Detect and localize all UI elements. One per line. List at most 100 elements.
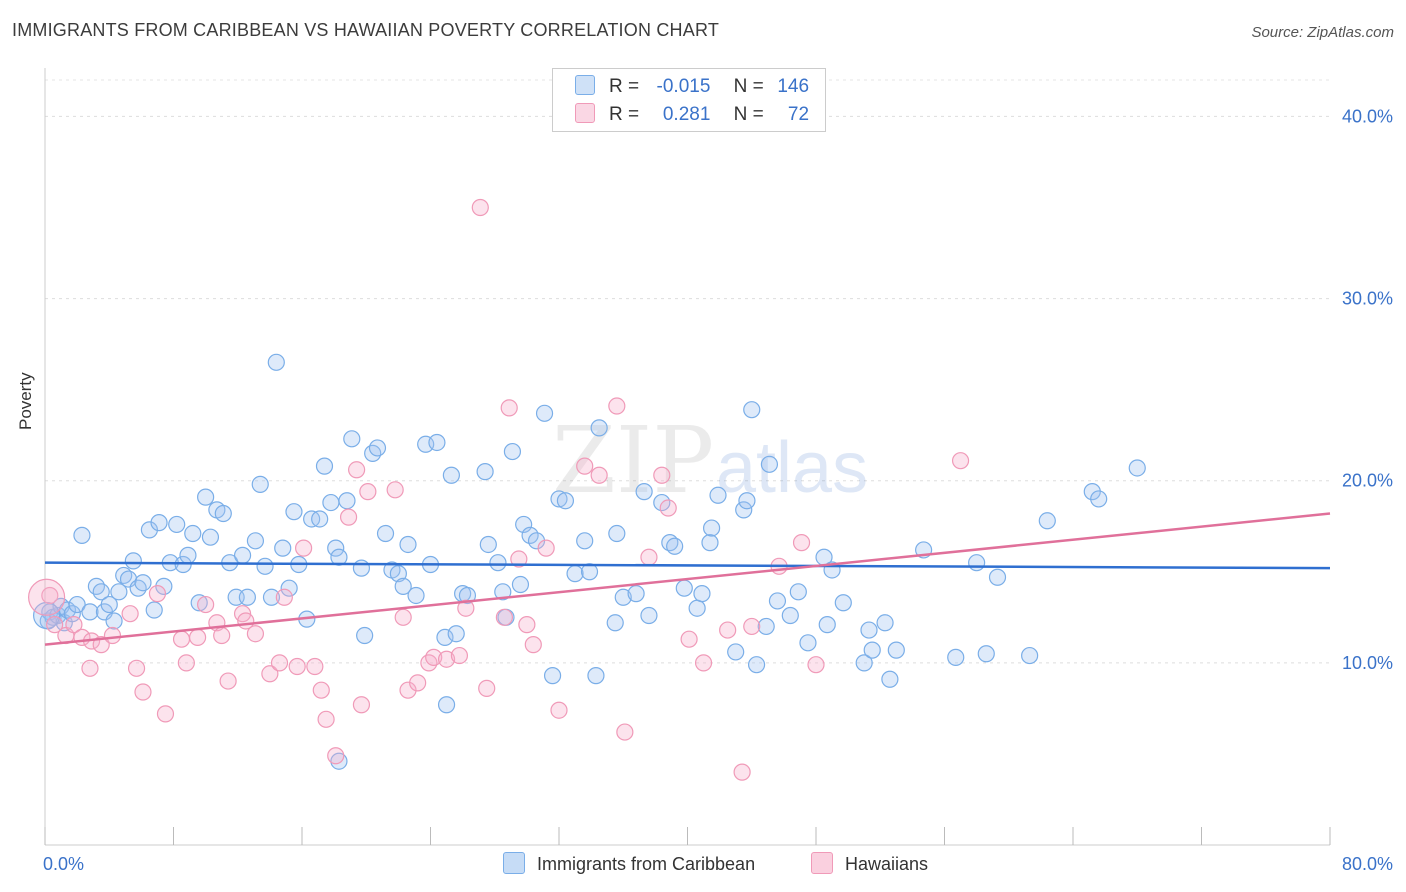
data-point — [436, 628, 454, 646]
data-point — [92, 583, 110, 601]
data-point — [550, 490, 568, 508]
data-point — [727, 643, 745, 661]
data-point — [251, 475, 269, 493]
data-point — [127, 659, 146, 677]
data-point — [855, 654, 873, 672]
data-point — [105, 612, 123, 630]
data-point — [145, 601, 163, 619]
legend-n-value: 146 — [777, 76, 810, 97]
data-point — [659, 499, 677, 517]
data-point — [376, 524, 395, 543]
data-point — [197, 488, 215, 506]
data-point — [709, 486, 727, 504]
watermark-atlas: atlas — [716, 428, 868, 508]
data-point — [190, 594, 208, 612]
data-point — [352, 696, 371, 714]
data-point — [327, 747, 345, 765]
data-point — [510, 550, 528, 568]
data-point — [694, 654, 713, 672]
data-point — [450, 646, 469, 665]
data-point — [471, 198, 489, 217]
data-point — [1038, 512, 1056, 530]
data-point — [201, 528, 220, 546]
y-tick-label: 10.0% — [1342, 653, 1393, 673]
data-point — [285, 503, 303, 521]
trend-lines — [44, 512, 1331, 646]
data-point — [675, 579, 693, 597]
legend-r-value: 0.281 — [662, 104, 711, 125]
y-tick-label: 30.0% — [1342, 289, 1393, 309]
data-point — [566, 565, 584, 583]
data-point — [41, 586, 59, 605]
data-point — [968, 554, 986, 572]
data-point — [246, 532, 265, 550]
y-axis-label: Poverty — [16, 372, 35, 430]
data-point — [792, 534, 811, 552]
data-point — [356, 626, 374, 645]
data-point — [420, 654, 438, 672]
bottom-legend-swatch-hawaiians — [811, 852, 833, 874]
data-point — [197, 595, 215, 614]
source-label: Source: ZipAtlas.com — [1251, 24, 1394, 41]
data-point — [407, 586, 425, 605]
data-point — [275, 588, 293, 606]
data-point — [389, 565, 407, 583]
x-tick-label: 80.0% — [1342, 854, 1393, 874]
data-point — [322, 493, 340, 512]
data-point — [457, 599, 475, 617]
legend-swatch-caribbean — [575, 75, 595, 95]
data-point — [312, 681, 330, 699]
data-point — [494, 583, 512, 601]
data-point — [148, 585, 167, 603]
data-point — [425, 648, 443, 666]
data-point — [701, 534, 719, 552]
data-point — [688, 599, 706, 617]
data-point — [743, 617, 761, 636]
data-point — [640, 548, 658, 566]
data-point — [246, 625, 265, 643]
data-point — [156, 705, 175, 723]
data-point — [233, 546, 252, 564]
axes — [44, 68, 1331, 846]
data-point — [386, 481, 404, 499]
legend-n-value: 72 — [787, 104, 810, 125]
data-point — [262, 588, 281, 606]
correlation-legend: R = -0.015 N = 146 R = 0.281 N = 72 — [552, 68, 826, 132]
data-point — [121, 605, 139, 623]
data-point — [364, 444, 382, 462]
data-point — [881, 670, 899, 688]
data-point — [524, 636, 542, 654]
data-point — [640, 606, 658, 625]
data-point — [437, 696, 456, 714]
data-point — [590, 466, 608, 484]
data-point — [428, 433, 446, 452]
data-point — [110, 583, 128, 601]
data-point — [518, 616, 536, 634]
data-point — [733, 763, 751, 781]
bottom-legend-label-hawaiians: Hawaiians — [845, 854, 929, 874]
data-point — [719, 621, 737, 639]
data-point — [46, 616, 64, 634]
data-point — [781, 606, 799, 625]
data-point — [1021, 646, 1039, 665]
data-point — [339, 508, 358, 526]
data-point — [489, 554, 507, 572]
trend-line-0 — [44, 561, 1331, 570]
data-point — [295, 539, 313, 557]
data-point — [1128, 459, 1146, 477]
data-point — [177, 654, 195, 672]
data-point — [274, 539, 292, 557]
data-point — [399, 535, 417, 554]
data-point — [760, 455, 779, 473]
data-point — [280, 579, 298, 597]
data-point — [693, 585, 711, 603]
data-point — [103, 626, 122, 645]
data-point — [608, 524, 626, 543]
data-point — [680, 630, 698, 648]
data-point — [876, 614, 894, 632]
data-point — [330, 752, 348, 770]
bottom-legend-hawaiians: Hawaiians — [811, 852, 928, 875]
y-tick-label: 40.0% — [1342, 106, 1393, 126]
data-point — [73, 526, 91, 544]
